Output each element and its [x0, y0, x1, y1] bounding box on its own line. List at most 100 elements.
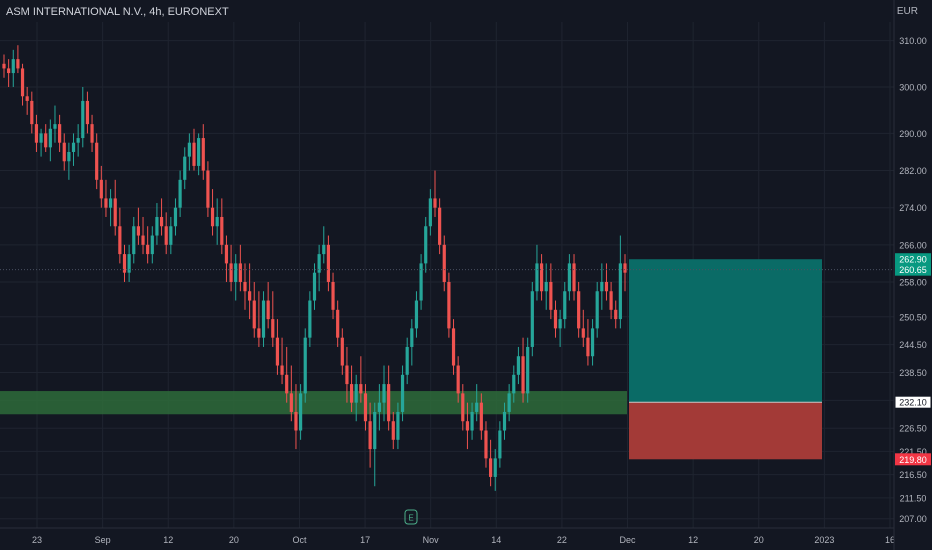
- candle-body: [2, 63, 6, 69]
- candle-body: [146, 244, 150, 255]
- candle-body: [104, 198, 108, 208]
- candle-body: [502, 411, 507, 431]
- earnings-icon-label: E: [408, 514, 413, 523]
- candle-body: [567, 263, 571, 292]
- candle-body: [336, 309, 340, 338]
- candle-body: [340, 337, 344, 366]
- price-tag: [895, 263, 931, 276]
- position-target-zone[interactable]: [629, 259, 822, 403]
- support-zone[interactable]: [0, 391, 627, 415]
- y-tick-label: 300.00: [899, 82, 927, 92]
- candle-body: [206, 170, 210, 208]
- candle-body: [354, 384, 358, 403]
- candle-body: [234, 263, 238, 282]
- candle-body: [442, 244, 446, 282]
- y-tick-label: 238.50: [899, 368, 927, 378]
- candle-body: [424, 226, 428, 264]
- candle-body: [391, 421, 395, 440]
- candle-body: [303, 337, 307, 394]
- candle-body: [373, 411, 377, 450]
- candle-body: [544, 281, 548, 292]
- price-tag-label: 232.10: [899, 398, 927, 408]
- candle-body: [419, 263, 423, 301]
- y-tick-label: 207.00: [899, 514, 927, 524]
- price-tag: [895, 453, 931, 466]
- candle-body: [489, 458, 493, 477]
- candle-body: [326, 244, 331, 282]
- candle-body: [164, 226, 168, 245]
- y-tick-label: 290.00: [899, 129, 927, 139]
- candle-body: [81, 100, 85, 139]
- candle-body: [433, 198, 437, 208]
- position-stop-zone[interactable]: [629, 402, 822, 460]
- x-tick-label: 12: [688, 535, 698, 545]
- candle-body: [252, 300, 256, 329]
- candle-body: [275, 337, 280, 366]
- candle-body: [618, 263, 622, 320]
- candle-body: [113, 198, 117, 227]
- candle-body: [294, 411, 298, 431]
- candle-body: [39, 133, 43, 143]
- candle-body: [539, 263, 544, 292]
- x-tick-label: 2023: [814, 535, 834, 545]
- candle-body: [159, 216, 164, 227]
- candle-body: [11, 59, 15, 74]
- candle-body: [498, 430, 502, 459]
- candle-body: [553, 309, 558, 329]
- candle-body: [71, 142, 76, 152]
- candle-body: [563, 291, 567, 320]
- candle-body: [67, 151, 71, 162]
- candle-body: [285, 374, 289, 394]
- x-tick-label: 16: [885, 535, 895, 545]
- candle-body: [248, 291, 252, 301]
- x-tick-label: Nov: [423, 535, 440, 545]
- candle-body: [34, 124, 39, 143]
- candle-body: [349, 384, 354, 403]
- candle-body: [257, 328, 261, 338]
- candle-body: [271, 319, 275, 338]
- y-tick-label: 211.50: [900, 493, 927, 503]
- candle-body: [280, 365, 284, 375]
- price-tag-label: 262.90: [899, 255, 927, 265]
- x-tick-label: 12: [163, 535, 173, 545]
- candle-body: [363, 393, 368, 422]
- candle-body: [95, 142, 99, 180]
- x-tick-label: 20: [229, 535, 239, 545]
- candle-body: [590, 328, 595, 357]
- candle-body: [136, 226, 140, 236]
- earnings-icon[interactable]: [404, 509, 418, 525]
- candle-body: [345, 365, 349, 385]
- candle-body: [220, 216, 224, 245]
- candle-body: [132, 226, 136, 255]
- y-tick-label: 282.00: [899, 166, 927, 176]
- candle-body: [484, 430, 488, 459]
- candle-body: [470, 411, 474, 431]
- candle-body: [600, 281, 604, 292]
- candle-body: [178, 179, 182, 208]
- candle-body: [122, 254, 127, 273]
- candle-body: [127, 254, 131, 273]
- candle-body: [48, 128, 52, 148]
- candle-body: [173, 207, 178, 227]
- candle-body: [197, 138, 201, 166]
- candle-body: [456, 365, 460, 394]
- symbol-title[interactable]: ASM INTERNATIONAL N.V., 4h, EURONEXT: [6, 6, 229, 18]
- candle-body: [261, 300, 266, 338]
- candle-body: [438, 207, 442, 245]
- currency-label: EUR: [896, 6, 918, 17]
- candle-body: [20, 68, 25, 97]
- x-tick-label: 23: [32, 535, 42, 545]
- candle-body: [155, 216, 159, 236]
- candle-body: [465, 421, 470, 431]
- candle-body: [586, 337, 590, 357]
- candle-body: [447, 281, 451, 329]
- candle-body: [108, 198, 113, 208]
- candle-body: [368, 421, 372, 450]
- y-tick-label: 250.50: [899, 312, 927, 322]
- candle-body: [215, 216, 219, 227]
- x-tick-label: 14: [491, 535, 501, 545]
- x-tick-label: 22: [557, 535, 567, 545]
- y-tick-label: 274.00: [899, 203, 927, 213]
